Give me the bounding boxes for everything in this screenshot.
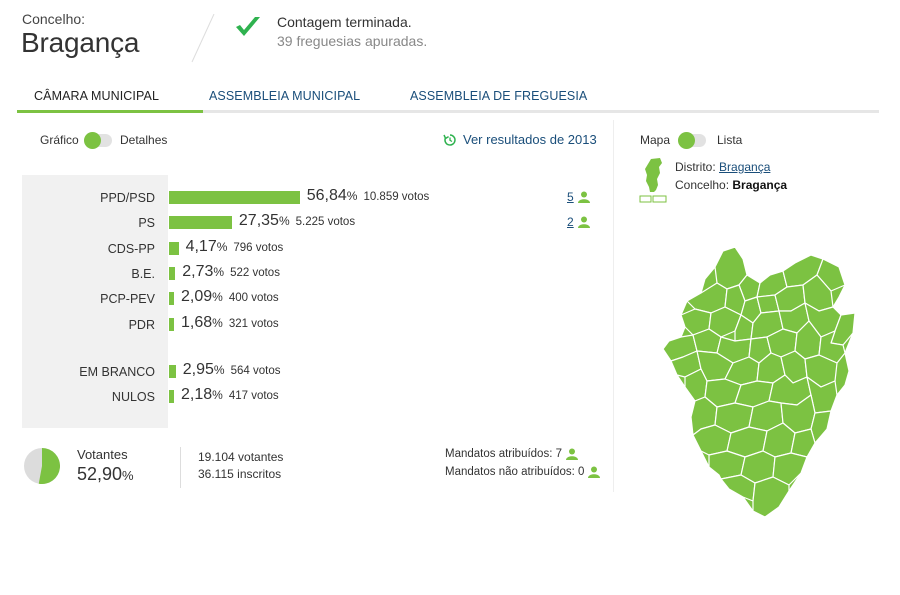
page-title: Bragança xyxy=(21,27,140,58)
previous-results-label: Ver resultados de 2013 xyxy=(463,132,597,147)
previous-results-link[interactable]: Ver resultados de 2013 xyxy=(443,132,597,147)
party-name: PPD/PSD xyxy=(100,191,155,205)
election-tabs: CÂMARA MUNICIPAL ASSEMBLEIA MUNICIPAL AS… xyxy=(17,82,879,113)
tab-camara-municipal[interactable]: CÂMARA MUNICIPAL xyxy=(34,89,160,103)
party-name: PCP-PEV xyxy=(100,292,155,307)
result-row: PS 27,35% 5.225 votos 2 xyxy=(22,212,602,233)
district-info: Distrito: Bragança xyxy=(675,160,771,174)
toggle-label-lista: Lista xyxy=(717,133,743,147)
turnout-pie-slice xyxy=(38,448,60,484)
header-divider xyxy=(191,14,215,63)
view-toggle[interactable] xyxy=(84,132,112,149)
mandates-assigned: Mandatos atribuídos: 7 xyxy=(445,448,578,460)
turnout-percent: 52,90% xyxy=(77,464,134,484)
mandates-unassigned: Mandatos não atribuídos: 0 xyxy=(445,466,601,478)
result-row: EM BRANCO 2,95% 564 votos xyxy=(22,361,602,382)
person-icon xyxy=(566,448,578,460)
seats-link[interactable]: 5 xyxy=(567,190,590,204)
result-row: B.E. 2,73% 522 votos xyxy=(22,262,602,284)
map-toggle[interactable] xyxy=(678,132,706,149)
result-bar xyxy=(169,191,300,204)
party-name: PDR xyxy=(128,317,155,332)
turnout-divider xyxy=(180,447,181,488)
result-votes: 564 votos xyxy=(230,365,281,377)
result-percent: 56,84% 10.859 votos xyxy=(306,187,430,204)
results-labels-panel xyxy=(22,175,168,428)
result-row: PCP-PEV 2,09% 400 votos xyxy=(22,288,602,309)
result-votes: 5.225 votos xyxy=(295,216,356,229)
turnout-pie xyxy=(24,448,60,484)
party-name: PS xyxy=(138,216,155,231)
party-name: B.E. xyxy=(131,266,155,281)
panel-divider xyxy=(613,120,614,492)
result-votes: 796 votos xyxy=(233,241,284,254)
result-bar xyxy=(169,390,174,404)
result-percent: 2,18% 417 votos xyxy=(181,386,279,404)
result-percent: 1,68% 321 votos xyxy=(181,313,279,331)
toggle-label-detalhes: Detalhes xyxy=(120,133,168,147)
history-icon xyxy=(443,133,456,146)
party-name: CDS-PP xyxy=(107,241,155,256)
result-votes: 321 votos xyxy=(228,317,279,330)
result-bar xyxy=(169,365,176,378)
result-bar xyxy=(169,266,176,280)
result-votes: 417 votos xyxy=(228,390,279,403)
result-votes: 522 votos xyxy=(230,266,280,279)
toggle-label-mapa: Mapa xyxy=(640,133,671,147)
result-percent: 2,73% 522 votos xyxy=(182,262,280,280)
municipality-name: Bragança xyxy=(732,178,788,192)
toggle-knob xyxy=(678,132,695,149)
count-status: Contagem terminada. xyxy=(277,14,412,30)
result-bar xyxy=(169,216,232,230)
person-icon xyxy=(577,191,590,203)
portugal-locator-map[interactable] xyxy=(638,157,668,205)
toggle-knob xyxy=(84,132,101,149)
active-tab-indicator xyxy=(17,110,203,113)
turnout-label: Votantes xyxy=(77,447,128,462)
person-icon xyxy=(577,216,590,229)
result-bar xyxy=(169,317,174,331)
result-percent: 2,95% 564 votos xyxy=(182,361,281,378)
result-percent: 27,35% 5.225 votos xyxy=(238,212,356,230)
voters-count: 19.104 votantes xyxy=(198,450,284,464)
result-percent: 4,17% 796 votos xyxy=(185,237,284,255)
party-name: EM BRANCO xyxy=(79,365,155,379)
tab-assembleia-freguesia[interactable]: ASSEMBLEIA DE FREGUESIA xyxy=(410,89,588,103)
result-votes: 400 votos xyxy=(228,292,279,305)
municipality-info: Concelho: Bragança xyxy=(675,178,788,192)
result-row: PDR 1,68% 321 votos xyxy=(22,313,602,335)
parishes-count: 39 freguesias apuradas. xyxy=(277,33,428,49)
checkmark-icon xyxy=(236,17,260,36)
result-row: NULOS 2,18% 417 votos xyxy=(22,386,602,407)
person-icon xyxy=(588,466,601,478)
result-row: PPD/PSD 56,84% 10.859 votos 5 xyxy=(22,187,602,208)
municipality-label: Concelho: xyxy=(22,11,86,27)
tab-assembleia-municipal[interactable]: ASSEMBLEIA MUNICIPAL xyxy=(209,89,361,103)
seats-link[interactable]: 2 xyxy=(567,215,590,229)
district-link[interactable]: Bragança xyxy=(719,160,771,174)
result-row: CDS-PP 4,17% 796 votos xyxy=(22,237,602,259)
result-votes: 10.859 votos xyxy=(363,191,430,203)
toggle-label-grafico: Gráfico xyxy=(40,133,79,147)
municipality-map[interactable] xyxy=(655,245,860,520)
registered-count: 36.115 inscritos xyxy=(198,467,282,481)
result-bar xyxy=(169,292,174,306)
result-bar xyxy=(169,241,179,255)
party-name: NULOS xyxy=(111,390,155,405)
result-percent: 2,09% 400 votos xyxy=(181,288,279,306)
